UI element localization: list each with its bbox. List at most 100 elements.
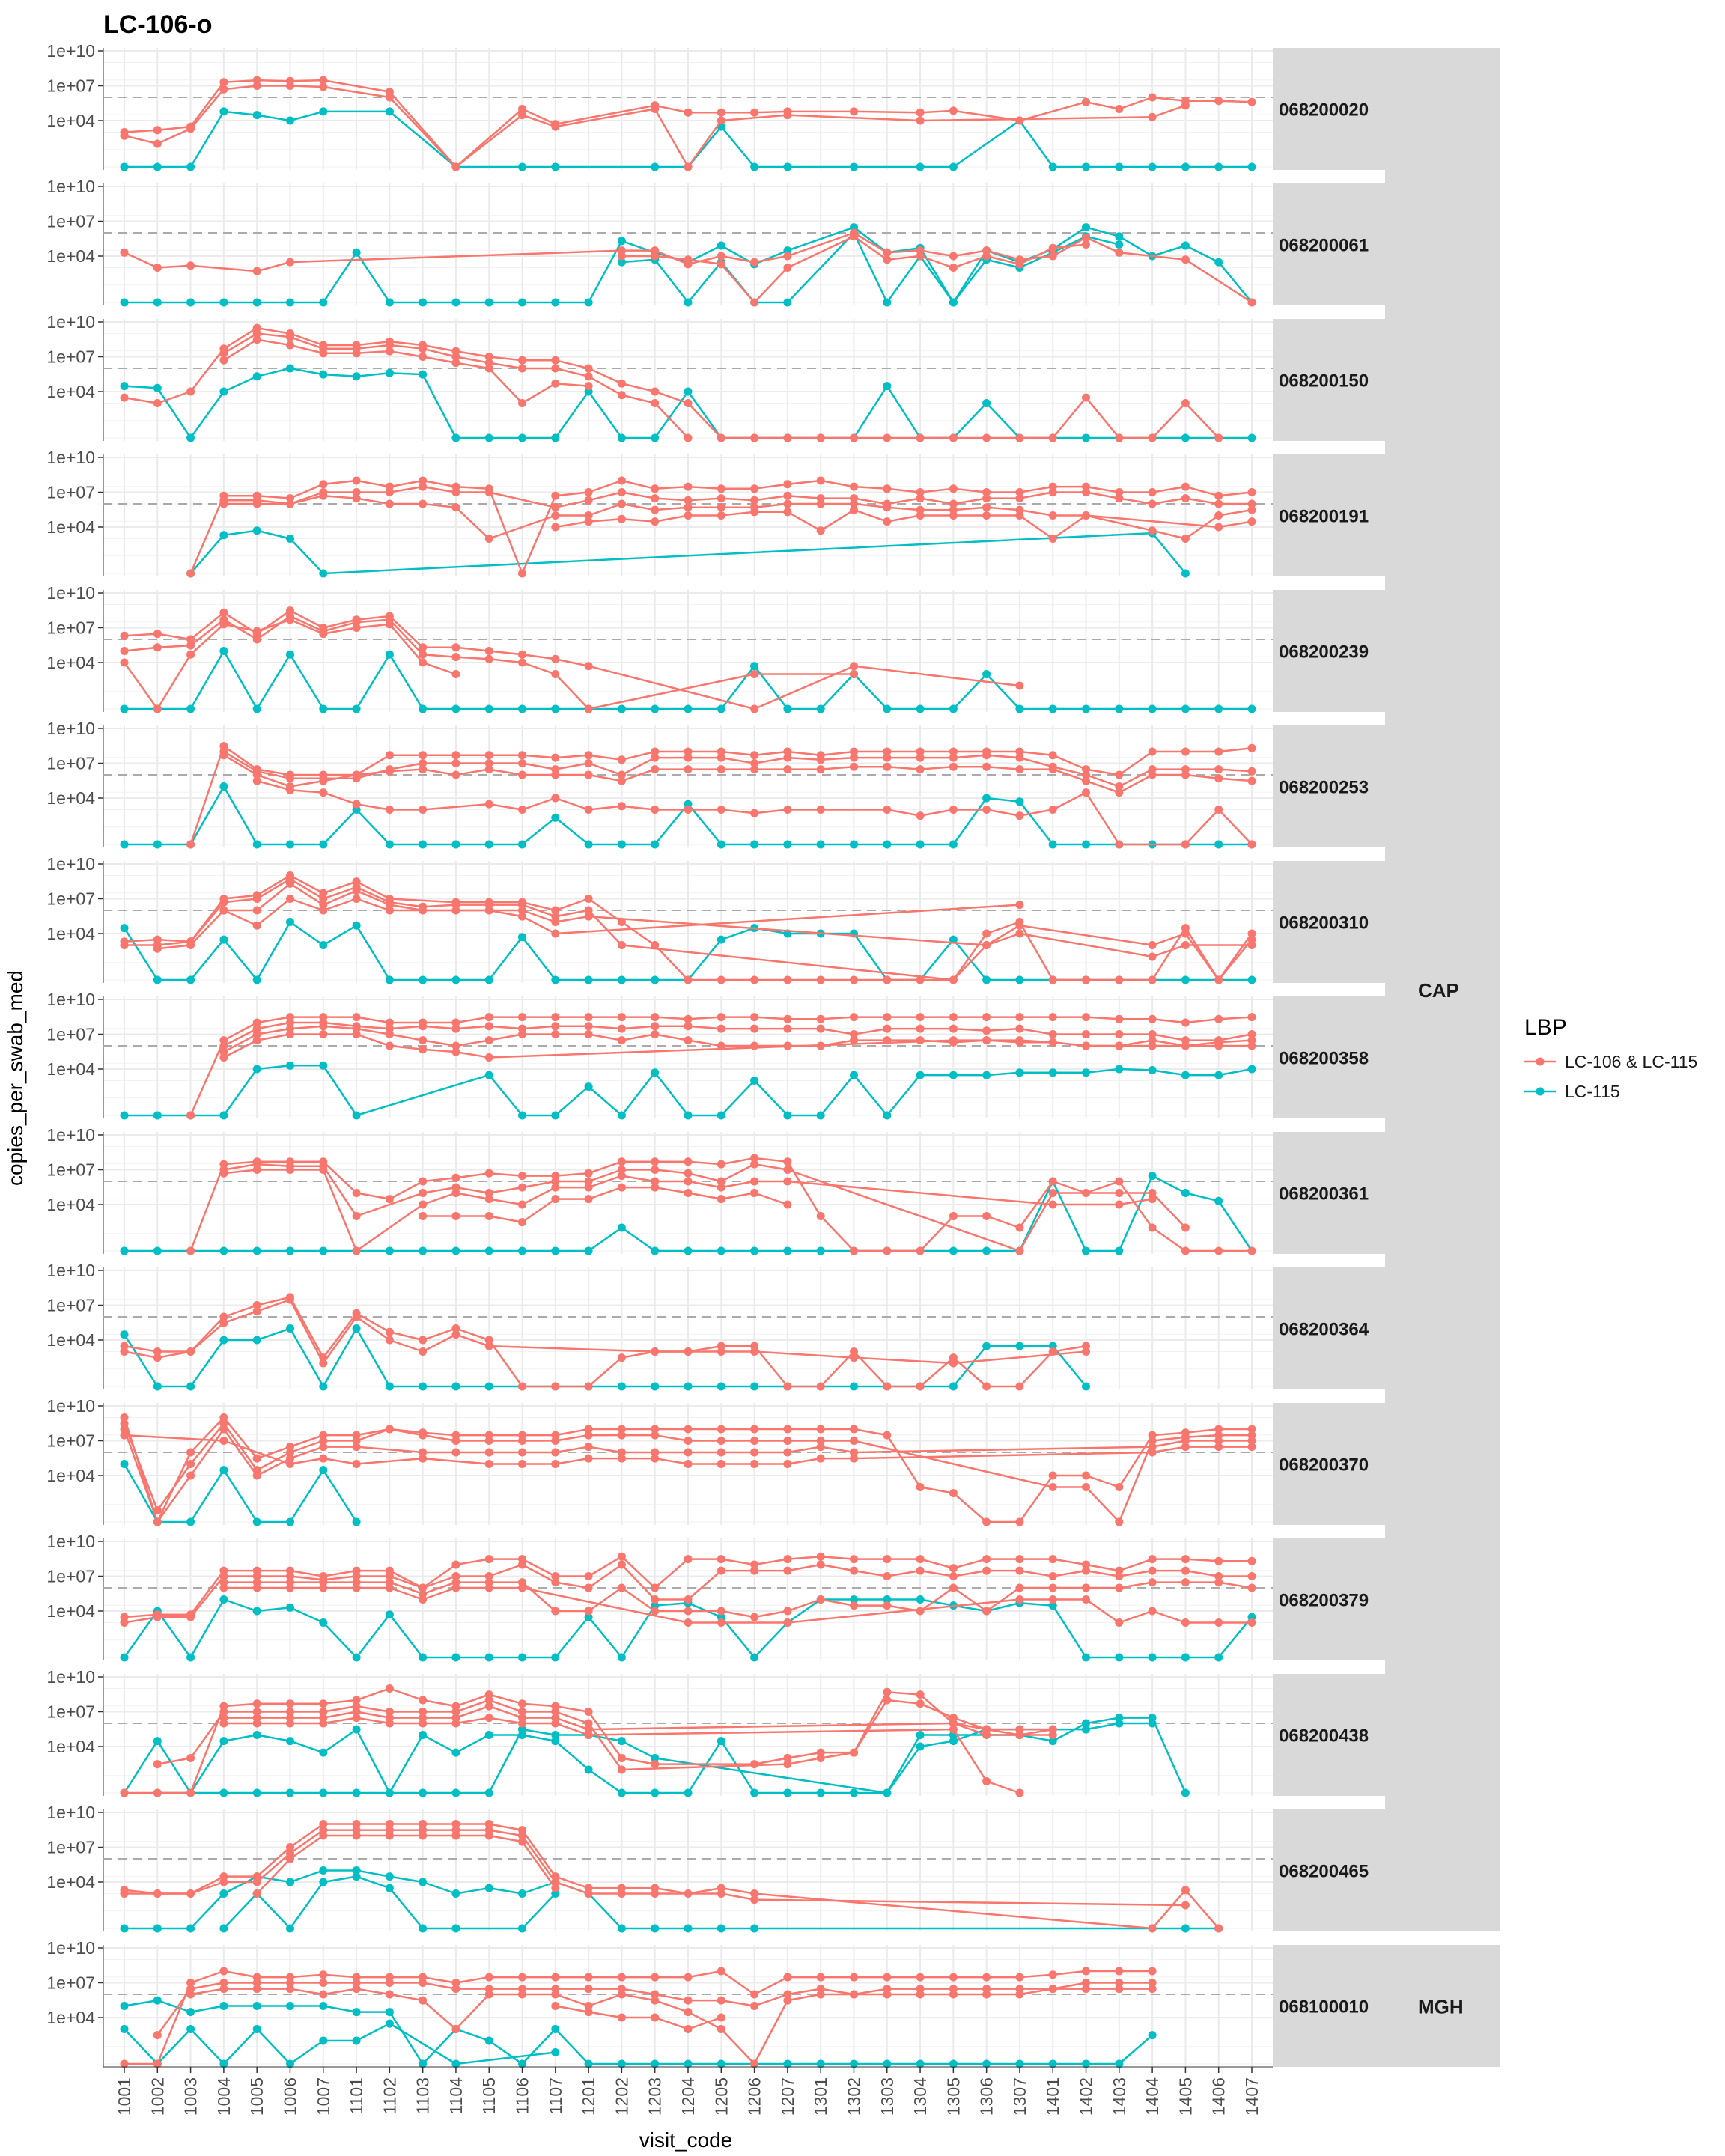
data-point: [783, 1566, 792, 1575]
data-point: [1048, 1471, 1057, 1480]
data-point: [120, 1460, 129, 1468]
data-point: [617, 1448, 626, 1457]
data-point: [352, 1979, 361, 1987]
data-point: [1115, 433, 1124, 442]
data-point: [252, 1731, 261, 1739]
data-point: [949, 753, 958, 762]
data-point: [252, 1572, 261, 1580]
data-point: [385, 1583, 394, 1592]
data-point: [1048, 1483, 1057, 1491]
data-point: [850, 433, 858, 442]
data-point: [783, 508, 792, 517]
data-point: [883, 248, 892, 257]
data-point: [352, 895, 361, 903]
data-point: [1181, 1189, 1190, 1197]
data-point: [651, 975, 660, 984]
series-line: [223, 898, 1020, 935]
data-point: [385, 1382, 394, 1391]
data-point: [1048, 1030, 1057, 1038]
facet-strip: [1273, 725, 1385, 847]
data-point: [684, 975, 693, 984]
data-point: [352, 1866, 361, 1875]
data-point: [816, 1014, 825, 1023]
data-point: [186, 1889, 195, 1898]
data-point: [352, 1653, 361, 1662]
x-tick-label: 1302: [845, 2077, 864, 2116]
data-point: [1048, 1572, 1057, 1580]
data-point: [319, 941, 328, 949]
series-line: [223, 1163, 1187, 1252]
data-point: [153, 975, 162, 984]
data-point: [850, 1030, 858, 1038]
data-point: [1181, 747, 1190, 756]
data-point: [1048, 1583, 1057, 1592]
data-point: [1214, 1618, 1223, 1627]
data-point: [1048, 1555, 1057, 1564]
data-point: [949, 1583, 958, 1592]
data-point: [1115, 1030, 1124, 1038]
data-point: [584, 1719, 593, 1728]
data-point: [916, 116, 925, 125]
data-point: [252, 770, 261, 779]
data-point: [617, 1382, 626, 1391]
y-tick-label: 1e+10: [46, 1667, 95, 1687]
data-point: [1115, 770, 1124, 779]
data-point: [750, 162, 759, 171]
facet-strip: [1273, 1674, 1385, 1796]
data-point: [252, 2025, 261, 2033]
data-point: [1247, 1030, 1256, 1038]
data-point: [949, 1382, 958, 1391]
data-point: [385, 1831, 394, 1840]
data-point: [153, 1613, 162, 1621]
data-point: [385, 1719, 394, 1728]
data-point: [1015, 1068, 1024, 1077]
data-point: [717, 2025, 725, 2033]
data-point: [816, 806, 825, 814]
data-point: [419, 1348, 428, 1356]
data-point: [850, 1990, 858, 1999]
data-point: [385, 2008, 394, 2017]
data-point: [419, 1831, 428, 1840]
data-point: [419, 1719, 428, 1728]
data-point: [949, 499, 958, 508]
data-point: [850, 232, 858, 241]
data-point: [153, 944, 162, 953]
data-point: [319, 1454, 328, 1463]
data-point: [1247, 1556, 1256, 1565]
data-point: [484, 1189, 493, 1197]
data-point: [219, 387, 228, 396]
data-point: [1048, 765, 1057, 774]
data-point: [750, 1077, 759, 1085]
data-point: [419, 1583, 428, 1592]
data-point: [153, 630, 162, 639]
data-point: [651, 806, 660, 814]
data-point: [1082, 223, 1090, 232]
data-point: [484, 1696, 493, 1705]
data-point: [219, 531, 228, 540]
data-point: [1247, 941, 1256, 949]
data-point: [1148, 704, 1157, 713]
data-point: [419, 643, 428, 652]
data-point: [1214, 162, 1223, 171]
data-point: [717, 1195, 725, 1204]
data-point: [551, 1195, 560, 1204]
chart-title: LC-106-o: [103, 10, 212, 39]
data-point: [1214, 1556, 1223, 1565]
data-point: [319, 840, 328, 849]
data-point: [1181, 1618, 1190, 1627]
data-point: [717, 840, 725, 849]
data-point: [186, 1348, 195, 1356]
data-point: [1181, 704, 1190, 713]
data-point: [319, 76, 328, 85]
data-point: [518, 399, 526, 407]
data-point: [286, 774, 294, 783]
data-point: [1214, 1246, 1223, 1255]
data-point: [584, 2059, 593, 2068]
data-point: [352, 800, 361, 808]
data-point: [1115, 240, 1124, 249]
data-point: [883, 298, 892, 307]
data-point: [1115, 1200, 1124, 1209]
